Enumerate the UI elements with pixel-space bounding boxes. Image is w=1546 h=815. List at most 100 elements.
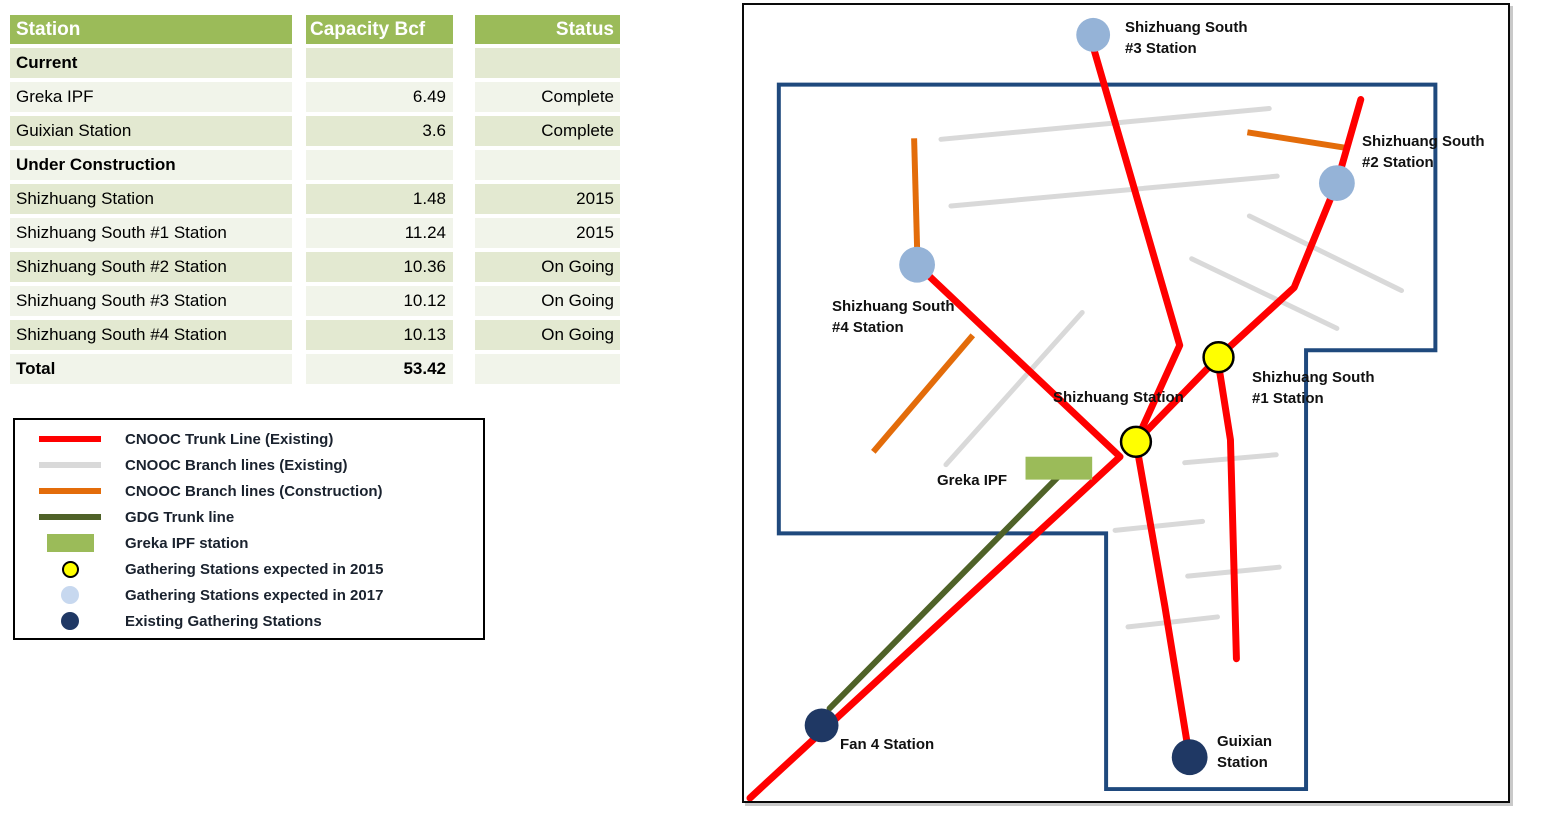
cell-station: Shizhuang South #2 Station xyxy=(10,252,292,282)
gathering-2017-swatch xyxy=(61,586,79,604)
trunk-line-red-swatch xyxy=(39,436,101,442)
label-greka-ipf: Greka IPF xyxy=(937,472,1008,489)
header-station: Station xyxy=(10,15,292,44)
cell-station: Total xyxy=(10,354,292,384)
greka-ipf-station-swatch xyxy=(46,534,94,552)
cell-capacity: 10.36 xyxy=(306,252,453,282)
label-shizhuang-south-1: Shizhuang South #1 Station xyxy=(1252,369,1375,407)
cell-capacity: 1.48 xyxy=(306,184,453,214)
cell-status: On Going xyxy=(475,252,620,282)
gdg-trunk-line xyxy=(826,474,1061,712)
cell-capacity xyxy=(306,150,453,180)
station-shizhuang-south-3 xyxy=(1076,17,1111,52)
station-shizhuang-south-1 xyxy=(1202,341,1235,374)
greka-ipf-station-rect xyxy=(1025,456,1093,480)
cell-status: 2015 xyxy=(475,218,620,248)
legend-item: GDG Trunk line xyxy=(15,504,483,530)
branch-line-existing xyxy=(1112,518,1206,533)
station-shizhuang-south-2 xyxy=(1318,165,1355,202)
legend-item: CNOOC Trunk Line (Existing) xyxy=(15,426,483,452)
station-fan-4 xyxy=(804,708,839,743)
trunk-line-ss3-to-shizhuang xyxy=(1089,43,1184,446)
header-status: Status xyxy=(475,15,620,44)
table-header-row: Station Capacity Bcf Status xyxy=(10,15,622,44)
trunk-line-ss2-to-ss1 xyxy=(1217,96,1365,359)
table-row: Shizhuang South #4 Station 10.13 On Goin… xyxy=(10,320,622,350)
trunk-line-ss4-to-fan4 xyxy=(746,261,1124,801)
legend-label: CNOOC Branch lines (Construction) xyxy=(125,482,383,500)
cell-station: Shizhuang South #3 Station xyxy=(10,286,292,316)
pipeline-map-svg xyxy=(746,17,1438,801)
table-row-total: Total 53.42 xyxy=(10,354,622,384)
branch-line-existing xyxy=(1246,213,1405,294)
cell-status: On Going xyxy=(475,286,620,316)
legend-item: CNOOC Branch lines (Existing) xyxy=(15,452,483,478)
table-row: Guixian Station 3.6 Complete xyxy=(10,116,622,146)
cell-capacity: 6.49 xyxy=(306,82,453,112)
branch-line-existing xyxy=(1125,614,1221,630)
legend-item: Existing Gathering Stations xyxy=(15,608,483,634)
branch-line-existing xyxy=(943,309,1085,468)
table-row: Greka IPF 6.49 Complete xyxy=(10,82,622,112)
legend-item: Gathering Stations expected in 2015 xyxy=(15,556,483,582)
cell-station: Shizhuang South #1 Station xyxy=(10,218,292,248)
table-row: Current xyxy=(10,48,622,78)
label-shizhuang-south-2: Shizhuang South #2 Station xyxy=(1362,133,1485,171)
branch-line-orange-swatch xyxy=(39,488,101,494)
legend-label: Gathering Stations expected in 2015 xyxy=(125,560,384,578)
cell-station: Greka IPF xyxy=(10,82,292,112)
cell-capacity: 10.12 xyxy=(306,286,453,316)
legend-label: Greka IPF station xyxy=(125,534,249,552)
station-shizhuang xyxy=(1119,425,1153,458)
label-fan-4-station: Fan 4 Station xyxy=(840,736,935,753)
cell-capacity: 53.42 xyxy=(306,354,453,384)
header-capacity: Capacity Bcf xyxy=(306,15,453,44)
legend-label: CNOOC Branch lines (Existing) xyxy=(125,456,348,474)
cell-station: Shizhuang Station xyxy=(10,184,292,214)
cell-capacity: 11.24 xyxy=(306,218,453,248)
cell-station: Under Construction xyxy=(10,150,292,180)
cnooc-trunk-lines xyxy=(746,43,1365,801)
branch-line-existing xyxy=(1189,256,1340,331)
cell-capacity xyxy=(306,48,453,78)
trunk-line-shizhuang-to-guixian xyxy=(1132,438,1192,750)
existing-gathering-swatch xyxy=(61,612,79,630)
legend-label: Gathering Stations expected in 2017 xyxy=(125,586,384,604)
branch-line-construction xyxy=(911,138,921,248)
trunk-line-ss1-south xyxy=(1214,354,1240,663)
legend-label: Existing Gathering Stations xyxy=(125,612,322,630)
trunk-line-ss1-to-shizhuang xyxy=(1132,354,1222,446)
cell-status: On Going xyxy=(475,320,620,350)
cell-status: Complete xyxy=(475,116,620,146)
label-shizhuang-south-3: Shizhuang South #3 Station xyxy=(1125,19,1248,57)
table-row: Shizhuang Station 1.48 2015 xyxy=(10,184,622,214)
cnooc-branch-lines-existing xyxy=(938,105,1405,630)
cell-capacity: 3.6 xyxy=(306,116,453,146)
label-shizhuang-south-4: Shizhuang South #4 Station xyxy=(832,298,955,336)
station-capacity-table: Station Capacity Bcf Status Current Grek… xyxy=(10,15,622,388)
legend-item: CNOOC Branch lines (Construction) xyxy=(15,478,483,504)
concession-boundary xyxy=(776,82,1438,792)
branch-line-construction xyxy=(1246,129,1350,152)
map-legend: CNOOC Trunk Line (Existing) CNOOC Branch… xyxy=(13,418,485,640)
cell-station: Shizhuang South #4 Station xyxy=(10,320,292,350)
gdg-trunk-line-swatch xyxy=(39,514,101,520)
legend-label: GDG Trunk line xyxy=(125,508,235,526)
table-row: Shizhuang South #2 Station 10.36 On Goin… xyxy=(10,252,622,282)
legend-item: Greka IPF station xyxy=(15,530,483,556)
legend-label: CNOOC Trunk Line (Existing) xyxy=(125,430,334,448)
branch-line-existing xyxy=(948,173,1280,209)
cell-status xyxy=(475,48,620,78)
legend-item: Gathering Stations expected in 2017 xyxy=(15,582,483,608)
pipeline-map: Shizhuang South #3 Station Shizhuang Sou… xyxy=(742,3,1510,803)
label-guixian-station: Guixian Station xyxy=(1217,733,1273,771)
table-row: Shizhuang South #1 Station 11.24 2015 xyxy=(10,218,622,248)
station-shizhuang-south-4 xyxy=(899,246,935,283)
cell-station: Current xyxy=(10,48,292,78)
branch-line-gray-swatch xyxy=(39,462,101,468)
table-row: Shizhuang South #3 Station 10.12 On Goin… xyxy=(10,286,622,316)
cell-status xyxy=(475,150,620,180)
label-shizhuang-station: Shizhuang Station xyxy=(1053,389,1184,406)
cell-status xyxy=(475,354,620,384)
